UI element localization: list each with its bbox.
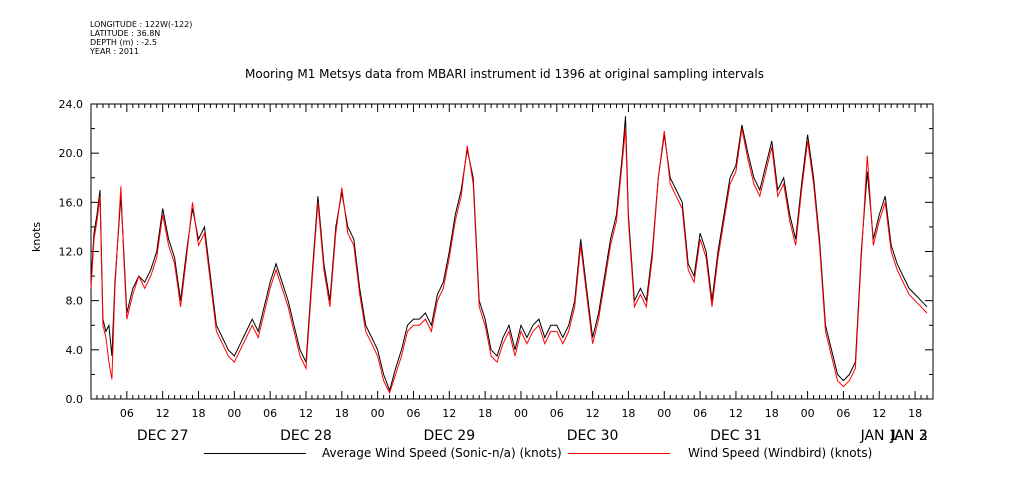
x-day-label: DEC 29 — [423, 428, 475, 444]
x-tick-label: 12 — [586, 407, 600, 420]
series-average-wind-speed — [90, 116, 928, 393]
metadata-year: YEAR : 2011 — [90, 47, 140, 56]
x-day-label: DEC 27 — [137, 428, 189, 444]
legend-label-average: Average Wind Speed (Sonic-n/a) (knots) — [322, 446, 562, 460]
x-tick-label: 12 — [299, 407, 313, 420]
y-tick-label: 20.0 — [59, 147, 84, 160]
x-tick-label: 18 — [908, 407, 922, 420]
x-tick-label: 06 — [693, 407, 707, 420]
x-tick-label: 06 — [120, 407, 134, 420]
x-tick-label: 12 — [729, 407, 743, 420]
x-tick-label: 00 — [801, 407, 815, 420]
x-tick-label: 18 — [478, 407, 492, 420]
x-tick-label: 06 — [263, 407, 277, 420]
x-tick-label: 12 — [872, 407, 886, 420]
x-tick-label: 18 — [335, 407, 349, 420]
y-tick-label: 24.0 — [59, 98, 84, 111]
x-tick-label: 00 — [227, 407, 241, 420]
y-tick-label: 4.0 — [66, 344, 84, 357]
y-tick-label: 0.0 — [66, 393, 84, 406]
chart-title: Mooring M1 Metsys data from MBARI instru… — [245, 67, 764, 81]
metadata-latitude: LATITUDE : 36.8N — [90, 29, 161, 38]
x-tick-label: 12 — [442, 407, 456, 420]
legend-swatch-windbird — [568, 453, 670, 454]
metadata-longitude: LONGITUDE : 122W(-122) — [90, 20, 193, 29]
x-tick-label: 12 — [156, 407, 170, 420]
x-day-label: JAN 2 — [889, 428, 927, 444]
x-tick-label: 06 — [550, 407, 564, 420]
x-tick-label: 00 — [371, 407, 385, 420]
x-tick-label: 06 — [406, 407, 420, 420]
legend-swatch-average — [204, 453, 306, 454]
series-windbird-wind-speed — [90, 128, 928, 395]
x-day-label: DEC 30 — [567, 428, 619, 444]
x-tick-label: 18 — [191, 407, 205, 420]
x-day-label: DEC 31 — [710, 428, 762, 444]
x-day-label: JAN 1 — [860, 428, 898, 444]
y-tick-label: 12.0 — [59, 246, 84, 259]
x-tick-label: 18 — [621, 407, 635, 420]
x-tick-label: 06 — [836, 407, 850, 420]
x-tick-label: 00 — [514, 407, 528, 420]
x-day-label: JAN 3 — [889, 428, 927, 444]
x-tick-label: 00 — [657, 407, 671, 420]
y-tick-label: 8.0 — [66, 295, 84, 308]
legend-label-windbird: Wind Speed (Windbird) (knots) — [688, 446, 873, 460]
x-day-label: DEC 28 — [280, 428, 332, 444]
x-tick-label: 18 — [765, 407, 779, 420]
y-tick-label: 16.0 — [59, 196, 84, 209]
metadata-depth: DEPTH (m) : -2.5 — [90, 38, 157, 47]
